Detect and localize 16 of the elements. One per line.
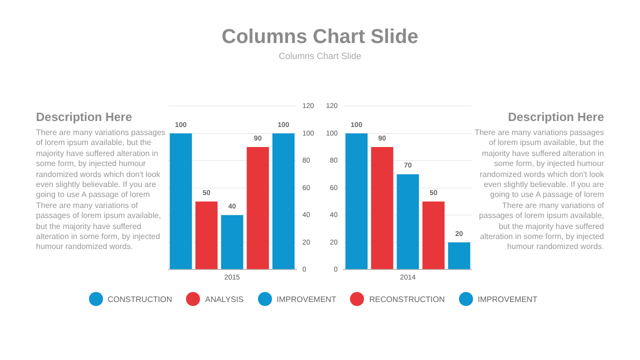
bar bbox=[345, 133, 368, 270]
text: There are many variations passages of lorem ipsum available, but the majority have suffered alteration in some form, by injected humour randomized words which don't look even slightly believable. If you are going to use A passage of lorem There are many variations of passages of lorem ipsum available, but the majority have suffered alteration in some form, by injected humour randomized words. bbox=[36, 128, 166, 252]
text: Description Here bbox=[506, 110, 604, 124]
bar bbox=[448, 242, 470, 270]
text: There are many variations passages of lorem ipsum available, but the majority have suffered alteration in some form, by injected humour randomized words which don't look even slightly believable. If you are going to use A passage of lorem There are many variations of passages of lorem ipsum available, but the majority have suffered alteration in some form, by injected humour randomized words. bbox=[474, 128, 604, 252]
bar bbox=[422, 202, 445, 270]
legend-label: CONSTRUCTION bbox=[108, 294, 172, 304]
chart-title: Columns Chart Slide bbox=[220, 26, 420, 49]
text: Description Here bbox=[36, 110, 134, 124]
text: Columns Chart Slide bbox=[278, 51, 362, 61]
legend-label: IMPROVEMENT bbox=[276, 294, 336, 304]
legend-label: RECONSTRUCTION bbox=[369, 294, 445, 304]
bar bbox=[371, 147, 394, 270]
legend-label: IMPROVEMENT bbox=[478, 294, 538, 304]
bar bbox=[396, 174, 419, 270]
legend-label: ANALYSIS bbox=[205, 294, 244, 304]
